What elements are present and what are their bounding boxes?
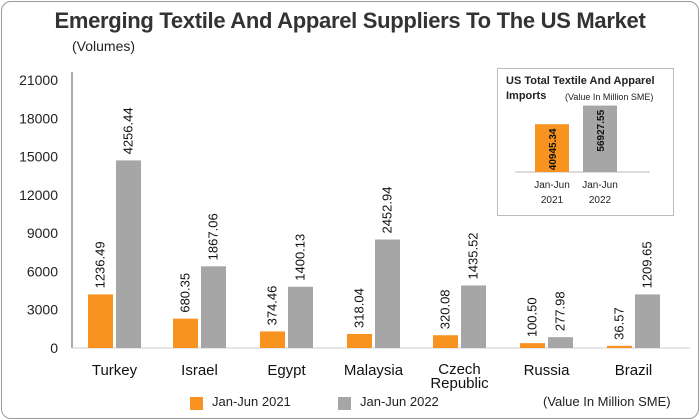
inset-title: US Total Textile And Apparel Imports (506, 74, 655, 104)
bar-2022-3 (375, 239, 400, 348)
inset-title-line2: Imports (506, 90, 547, 102)
bar-2022-1 (201, 266, 226, 348)
data-label-2021-5: 100.50 (525, 297, 540, 337)
bar-2021-2 (260, 331, 285, 348)
legend-swatch-2021 (190, 397, 203, 410)
inset-category-label-0-line2: 2021 (541, 195, 564, 206)
data-label-2022-5: 277.98 (553, 291, 568, 331)
y-tick-label-6: 18000 (19, 110, 58, 126)
data-label-2021-2: 374.46 (265, 286, 280, 326)
bar-2021-1 (173, 318, 198, 348)
category-label-6: Brazil (615, 362, 653, 379)
bar-2021-0 (88, 294, 113, 348)
category-label-3: Malaysia (344, 362, 404, 379)
chart-title: Emerging Textile And Apparel Suppliers T… (54, 8, 646, 33)
data-label-2022-4: 1435.52 (466, 232, 481, 279)
category-label-0: Turkey (92, 362, 138, 379)
data-label-2021-1: 680.35 (178, 273, 193, 313)
data-label-2022-1: 1867.06 (206, 213, 221, 260)
legend-label-2022: Jan-Jun 2022 (360, 394, 439, 409)
y-tick-label-4: 12000 (19, 187, 58, 203)
bar-2022-5 (548, 337, 573, 348)
y-tick-label-5: 15000 (19, 149, 58, 165)
bar-2021-4 (433, 335, 458, 348)
category-label-2: Egypt (267, 362, 306, 379)
data-label-2021-4: 320.08 (438, 289, 453, 329)
category-label-5: Russia (524, 362, 571, 379)
bar-2022-6 (635, 294, 660, 348)
legend-swatch-2022 (338, 397, 351, 410)
bar-2021-6 (607, 345, 632, 348)
y-axis-label: (Volumes) (72, 38, 136, 54)
inset-category-label-0: Jan-Jun (534, 180, 570, 191)
category-label-4: Czech (438, 361, 481, 378)
inset-bar-0 (535, 124, 569, 172)
inset-subtitle: (Value In Million SME) (565, 92, 654, 102)
data-label-2022-6: 1209.65 (640, 241, 655, 288)
inset-category-label-1-line2: 2022 (589, 195, 612, 206)
y-tick-label-3: 9000 (27, 225, 58, 241)
y-tick-label-7: 21000 (19, 72, 58, 88)
bar-2021-3 (347, 333, 372, 348)
bar-2021-5 (520, 343, 545, 348)
inset-value-label-1: 56927.55 (596, 109, 607, 151)
inset-value-label-0: 40945.34 (548, 128, 559, 170)
legend-label-2021: Jan-Jun 2021 (212, 394, 291, 409)
data-label-2021-0: 1236.49 (93, 241, 108, 288)
category-label-4-line2: Republic (430, 375, 489, 392)
unit-note: (Value In Million SME) (543, 394, 671, 409)
inset-category-label-1: Jan-Jun (582, 180, 618, 191)
bar-2022-2 (288, 286, 313, 348)
data-label-2021-6: 36.57 (612, 307, 627, 340)
category-label-1: Israel (181, 362, 218, 379)
data-label-2021-3: 318.04 (352, 288, 367, 328)
inset-title-line1: US Total Textile And Apparel (506, 75, 655, 87)
inset-bar-1 (583, 105, 617, 172)
data-label-2022-3: 2452.94 (380, 187, 395, 234)
y-tick-label-0: 0 (50, 340, 58, 356)
data-label-2022-0: 4256.44 (121, 107, 136, 154)
bar-2022-0 (116, 160, 141, 348)
data-label-2022-2: 1400.13 (293, 234, 308, 281)
y-tick-label-1: 3000 (27, 302, 58, 318)
y-tick-label-2: 6000 (27, 263, 58, 279)
bar-2022-4 (461, 285, 486, 348)
